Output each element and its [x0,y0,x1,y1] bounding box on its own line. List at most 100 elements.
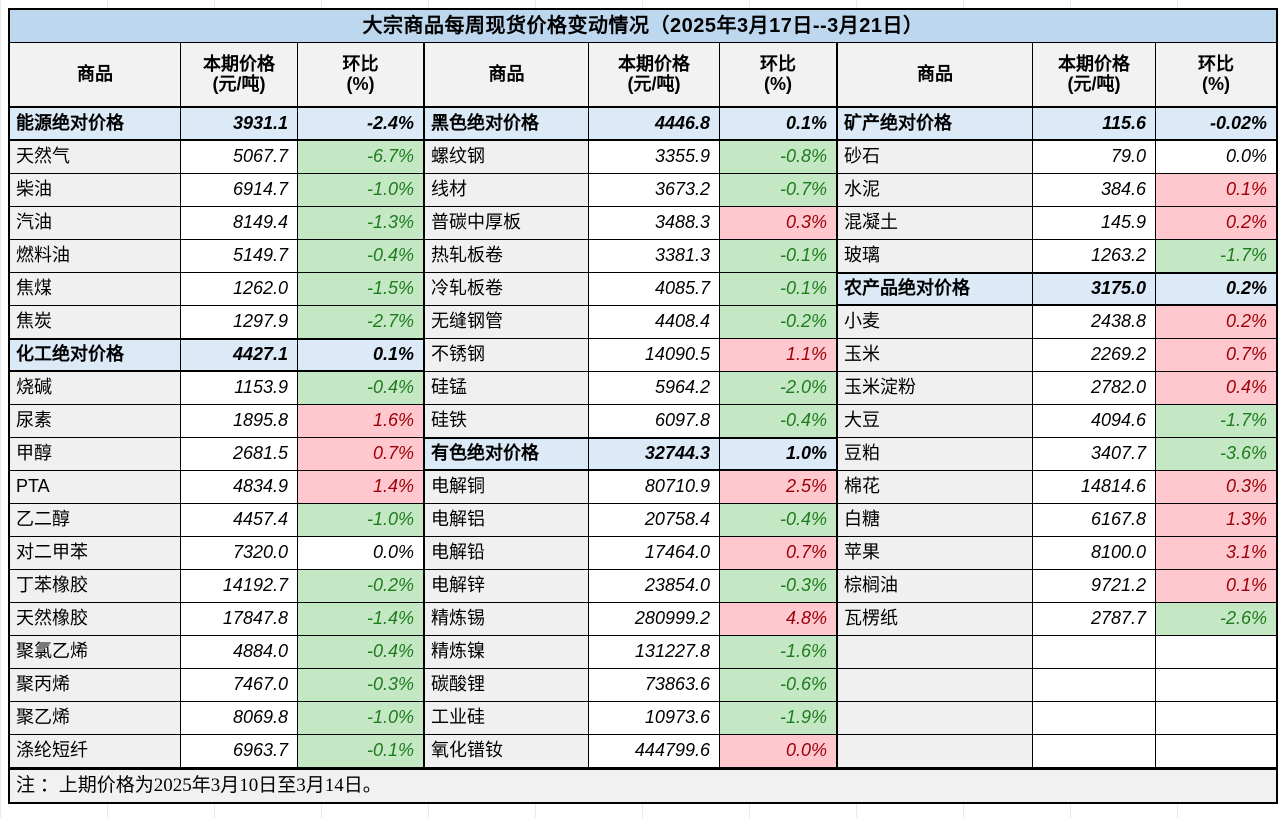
price-cell: 32744.3 [589,438,719,470]
header-change-g1: 环比 (%) [298,43,423,107]
change-cell: 0.7% [298,438,423,470]
commodity-name-cell: 尿素 [10,405,180,437]
change-cell: 1.6% [298,405,423,437]
price-cell: 14192.7 [181,570,297,602]
price-cell: 6097.8 [589,405,719,437]
section-row-label: 有色绝对价格 [424,438,588,470]
header-price-line1: 本期价格 [618,53,690,74]
price-cell: 131227.8 [589,636,719,668]
commodity-name-cell [837,669,1032,701]
price-cell: 3931.1 [181,108,297,140]
commodity-name-cell [837,636,1032,668]
change-cell: -1.9% [720,702,836,734]
price-cell: 14814.6 [1033,471,1155,503]
commodity-name-cell: 天然橡胶 [10,603,180,635]
change-cell [1156,735,1276,767]
change-cell: -2.7% [298,306,423,338]
commodity-name-cell: 电解铝 [424,504,588,536]
commodity-name-cell: 涤纶短纤 [10,735,180,767]
change-cell: 0.7% [720,537,836,569]
commodity-name-cell [837,702,1032,734]
commodity-name-cell: 玻璃 [837,240,1032,272]
commodity-name-cell: 玉米淀粉 [837,372,1032,404]
price-cell: 3488.3 [589,207,719,239]
change-cell: -2.4% [298,108,423,140]
price-cell: 9721.2 [1033,570,1155,602]
price-cell: 1153.9 [181,372,297,404]
change-cell: -0.4% [720,504,836,536]
commodity-name-cell: 天然气 [10,141,180,173]
change-cell: -0.1% [720,240,836,272]
change-cell: 0.4% [1156,372,1276,404]
price-cell: 5964.2 [589,372,719,404]
price-cell: 79.0 [1033,141,1155,173]
change-cell: -2.6% [1156,603,1276,635]
change-cell: -0.6% [720,669,836,701]
price-cell: 3355.9 [589,141,719,173]
header-price-g3: 本期价格 (元/吨) [1033,43,1155,107]
commodity-name-cell: 乙二醇 [10,504,180,536]
commodity-name-cell: 柴油 [10,174,180,206]
change-cell: 0.0% [720,735,836,767]
change-cell: -0.3% [720,570,836,602]
change-cell: 0.3% [1156,471,1276,503]
price-cell: 23854.0 [589,570,719,602]
price-cell: 2438.8 [1033,306,1155,338]
commodity-name-cell: 氧化镨钕 [424,735,588,767]
change-cell: 1.3% [1156,504,1276,536]
price-cell: 14090.5 [589,339,719,371]
change-cell: -0.4% [298,240,423,272]
commodity-name-cell: 螺纹钢 [424,141,588,173]
commodity-name-cell: 聚乙烯 [10,702,180,734]
price-cell: 8069.8 [181,702,297,734]
price-cell: 2787.7 [1033,603,1155,635]
change-cell: 0.2% [1156,306,1276,338]
commodity-name-cell: 对二甲苯 [10,537,180,569]
price-cell: 4457.4 [181,504,297,536]
commodity-name-cell: PTA [10,471,180,503]
change-cell: -1.0% [298,174,423,206]
price-cell [1033,735,1155,767]
change-cell: -0.02% [1156,108,1276,140]
price-cell: 3407.7 [1033,438,1155,470]
header-change-line1: 环比 [760,53,796,74]
change-cell: 0.1% [1156,570,1276,602]
header-change-line1: 环比 [342,53,379,74]
price-cell: 6914.7 [181,174,297,206]
section-row-label: 黑色绝对价格 [424,108,588,140]
change-cell [1156,636,1276,668]
price-cell: 4834.9 [181,471,297,503]
commodity-name-cell: 无缝钢管 [424,306,588,338]
change-cell: -1.4% [298,603,423,635]
price-cell: 444799.6 [589,735,719,767]
price-cell: 7320.0 [181,537,297,569]
price-cell: 2681.5 [181,438,297,470]
price-cell: 1262.0 [181,273,297,305]
change-cell: 0.2% [1156,207,1276,239]
section-row-label: 能源绝对价格 [10,108,180,140]
change-cell: 0.0% [298,537,423,569]
change-cell: 0.0% [1156,141,1276,173]
commodity-name-cell: 热轧板卷 [424,240,588,272]
price-cell: 80710.9 [589,471,719,503]
change-cell: -0.4% [720,405,836,437]
commodity-name-cell: 甲醇 [10,438,180,470]
price-cell: 384.6 [1033,174,1155,206]
change-cell: 4.8% [720,603,836,635]
commodity-name-cell: 玉米 [837,339,1032,371]
change-cell: -3.6% [1156,438,1276,470]
commodity-name-cell: 不锈钢 [424,339,588,371]
header-change-g3: 环比 (%) [1156,43,1276,107]
change-cell: -0.2% [720,306,836,338]
change-cell: 0.1% [1156,174,1276,206]
change-cell: -1.7% [1156,405,1276,437]
commodity-name-cell: 碳酸锂 [424,669,588,701]
price-cell: 5149.7 [181,240,297,272]
header-price-g2: 本期价格 (元/吨) [589,43,719,107]
commodity-name-cell: 砂石 [837,141,1032,173]
change-cell [1156,669,1276,701]
price-cell: 4408.4 [589,306,719,338]
price-cell: 7467.0 [181,669,297,701]
commodity-name-cell: 电解铜 [424,471,588,503]
change-cell: -0.4% [298,372,423,404]
